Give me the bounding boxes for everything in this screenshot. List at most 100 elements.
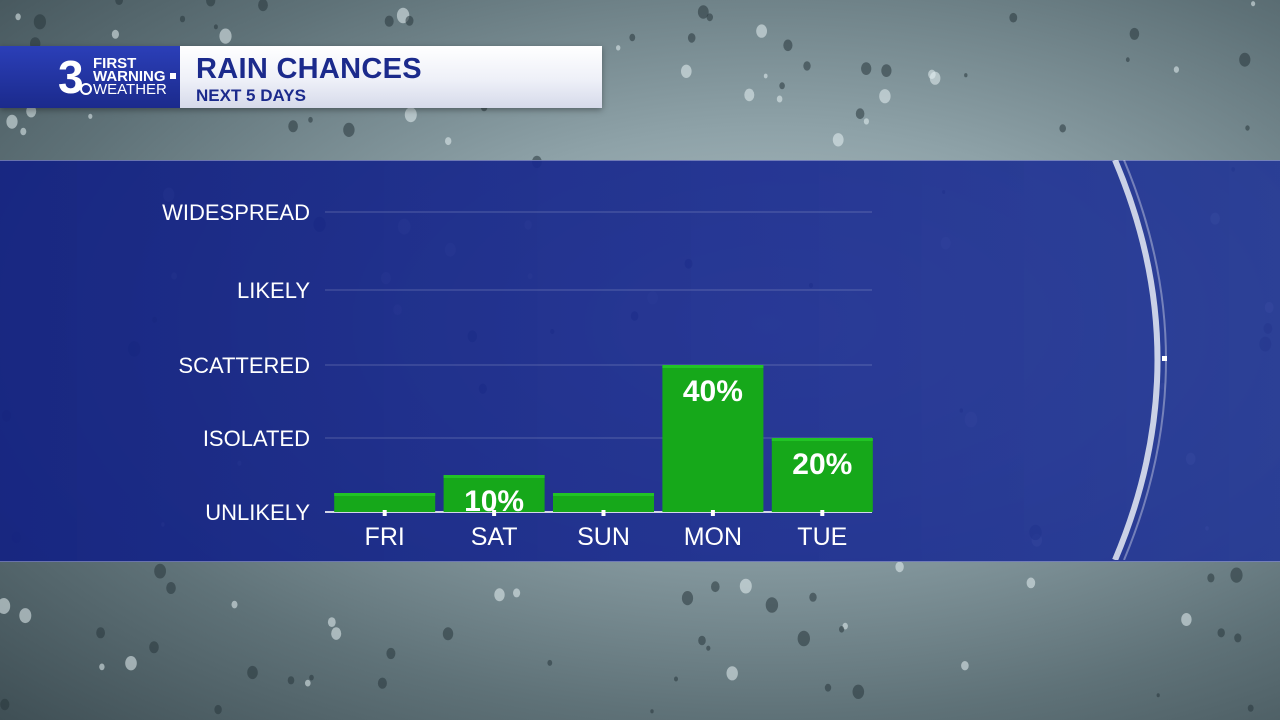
raindrop xyxy=(863,118,870,125)
raindrop xyxy=(879,89,891,104)
raindrop xyxy=(855,108,865,120)
raindrop xyxy=(20,127,27,136)
raindrop xyxy=(756,24,767,38)
raindrop xyxy=(1173,66,1179,73)
raindrop xyxy=(616,45,621,51)
x-tick xyxy=(710,510,715,516)
bar-highlight xyxy=(553,493,654,496)
raindrop xyxy=(1234,633,1242,643)
bar-highlight xyxy=(334,493,436,496)
raindrop xyxy=(697,5,709,19)
raindrop xyxy=(1239,52,1251,67)
bar-highlight xyxy=(662,365,764,368)
raindrop xyxy=(929,71,941,85)
raindrop xyxy=(231,600,238,609)
bar xyxy=(334,493,436,512)
raindrop xyxy=(763,73,768,79)
page-subtitle: NEXT 5 DAYS xyxy=(196,86,306,105)
raindrop xyxy=(1129,27,1140,40)
raindrop xyxy=(1009,12,1018,23)
x-tick xyxy=(820,510,825,516)
page-title: RAIN CHANCES xyxy=(196,53,422,85)
raindrop xyxy=(125,656,137,671)
station-logo: 3 FIRST WARNING WEATHER xyxy=(0,46,180,108)
raindrop xyxy=(961,661,969,671)
raindrop xyxy=(1207,573,1215,583)
raindrop xyxy=(309,674,314,681)
raindrop xyxy=(377,677,387,689)
y-level-label: LIKELY xyxy=(237,278,310,303)
raindrop xyxy=(547,659,553,666)
raindrop xyxy=(797,630,810,647)
raindrop xyxy=(513,588,521,598)
raindrop xyxy=(111,29,119,39)
raindrop xyxy=(964,73,968,78)
raindrop xyxy=(824,683,832,692)
bar-highlight xyxy=(771,438,873,441)
raindrop xyxy=(861,62,872,75)
raindrop xyxy=(386,647,396,660)
raindrop xyxy=(214,704,222,715)
cbs-eye-icon xyxy=(80,83,92,95)
raindrop xyxy=(681,64,692,79)
raindrop xyxy=(179,15,186,23)
raindrop xyxy=(809,592,817,602)
raindrop xyxy=(698,635,706,646)
bar-highlight xyxy=(443,475,545,478)
logo-dot-icon xyxy=(170,73,176,79)
raindrop xyxy=(1247,704,1254,712)
data-label: 40% xyxy=(683,375,743,408)
raindrop xyxy=(288,120,298,133)
raindrop xyxy=(706,13,713,22)
raindrop xyxy=(442,627,454,641)
raindrop xyxy=(154,563,167,579)
raindrop xyxy=(258,0,268,12)
raindrop xyxy=(96,627,105,639)
raindrop xyxy=(1251,1,1256,7)
raindrop xyxy=(88,113,93,119)
raindrop xyxy=(445,137,452,146)
bar xyxy=(771,438,873,512)
raindrop xyxy=(287,676,295,685)
raindrop xyxy=(881,64,892,77)
raindrop xyxy=(26,105,37,118)
raindrop xyxy=(739,578,752,594)
raindrop xyxy=(6,114,18,129)
raindrop xyxy=(213,24,218,30)
raindrop xyxy=(149,641,159,654)
raindrop xyxy=(650,709,654,714)
raindrop xyxy=(404,107,417,123)
y-level-label: UNLIKELY xyxy=(205,500,310,525)
raindrop xyxy=(206,0,216,7)
raindrop xyxy=(1217,628,1225,638)
logo-weather: WEATHER xyxy=(93,81,167,98)
x-tick xyxy=(492,510,497,516)
raindrop xyxy=(405,15,414,26)
category-label: MON xyxy=(684,523,742,551)
category-label: SUN xyxy=(577,523,630,551)
raindrop xyxy=(744,88,755,102)
raindrop xyxy=(1230,567,1243,583)
raindrop xyxy=(706,645,711,651)
data-label: 20% xyxy=(792,448,852,481)
raindrop xyxy=(1125,57,1130,63)
raindrop xyxy=(247,665,258,680)
y-level-label: SCATTERED xyxy=(178,353,310,378)
raindrop xyxy=(779,82,785,90)
raindrop xyxy=(783,39,793,52)
raindrop xyxy=(629,33,636,42)
raindrop xyxy=(765,597,779,613)
raindrop xyxy=(0,698,10,711)
logo-warning: WARNING xyxy=(93,68,166,85)
raindrop xyxy=(305,679,311,687)
raindrop xyxy=(711,581,720,593)
panel-arc-decoration xyxy=(1112,160,1167,560)
raindrop xyxy=(331,627,342,640)
raindrop xyxy=(1059,124,1066,133)
raindrop xyxy=(839,626,845,633)
raindrop xyxy=(1156,693,1160,698)
raindrop xyxy=(726,666,738,681)
raindrop xyxy=(33,14,47,30)
logo-first: FIRST xyxy=(93,55,137,72)
